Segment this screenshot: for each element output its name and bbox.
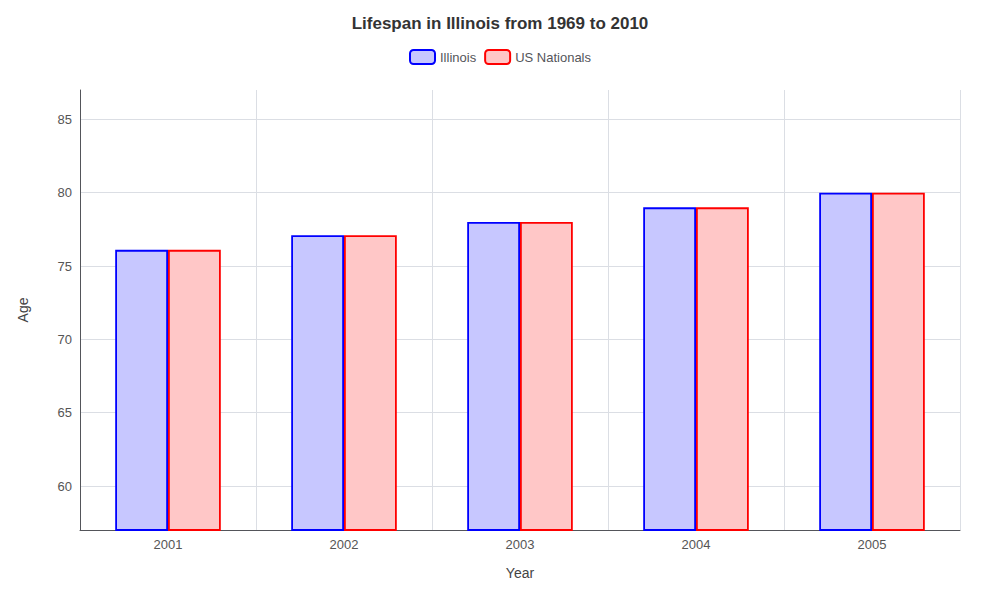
svg-text:70: 70 <box>58 332 72 347</box>
svg-text:60: 60 <box>58 479 72 494</box>
svg-text:2001: 2001 <box>154 537 183 552</box>
svg-text:65: 65 <box>58 405 72 420</box>
svg-text:2003: 2003 <box>506 537 535 552</box>
svg-text:Lifespan in Illinois from 1969: Lifespan in Illinois from 1969 to 2010 <box>352 14 649 33</box>
svg-text:Year: Year <box>506 565 535 581</box>
svg-text:US Nationals: US Nationals <box>515 50 591 65</box>
svg-text:2004: 2004 <box>682 537 711 552</box>
svg-text:Age: Age <box>15 297 31 322</box>
svg-text:2002: 2002 <box>330 537 359 552</box>
svg-text:75: 75 <box>58 259 72 274</box>
svg-text:Illinois: Illinois <box>440 50 477 65</box>
svg-text:80: 80 <box>58 185 72 200</box>
svg-text:2005: 2005 <box>858 537 887 552</box>
svg-text:85: 85 <box>58 112 72 127</box>
